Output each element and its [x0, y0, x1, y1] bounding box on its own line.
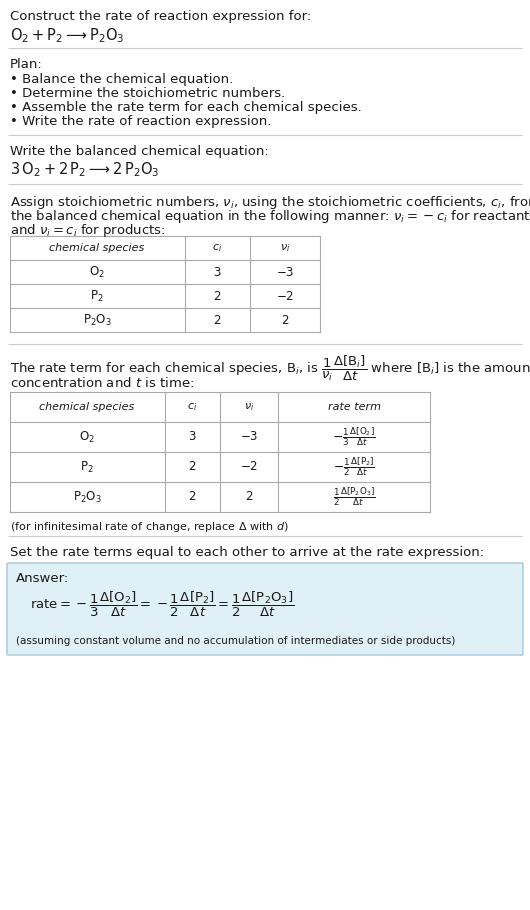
Text: Construct the rate of reaction expression for:: Construct the rate of reaction expressio…	[10, 10, 311, 23]
Text: $\mathrm{3\,O_2 + 2\,P_2 \longrightarrow 2\,P_2O_3}$: $\mathrm{3\,O_2 + 2\,P_2 \longrightarrow…	[10, 160, 160, 178]
Text: $-2$: $-2$	[240, 460, 258, 473]
Text: the balanced chemical equation in the following manner: $\nu_i = -c_i$ for react: the balanced chemical equation in the fo…	[10, 208, 530, 225]
Text: and $\nu_i = c_i$ for products:: and $\nu_i = c_i$ for products:	[10, 222, 165, 239]
Text: $\mathrm{P_2}$: $\mathrm{P_2}$	[90, 288, 104, 304]
Text: 3: 3	[188, 430, 196, 443]
Text: (assuming constant volume and no accumulation of intermediates or side products): (assuming constant volume and no accumul…	[16, 636, 455, 646]
Text: $\mathrm{P_2O_3}$: $\mathrm{P_2O_3}$	[83, 312, 111, 328]
Text: $\mathrm{P_2}$: $\mathrm{P_2}$	[80, 460, 94, 474]
Text: $\frac{1}{2}\frac{\Delta[\mathrm{P_2O_3}]}{\Delta t}$: $\frac{1}{2}\frac{\Delta[\mathrm{P_2O_3}…	[333, 486, 375, 509]
Text: Assign stoichiometric numbers, $\nu_i$, using the stoichiometric coefficients, $: Assign stoichiometric numbers, $\nu_i$, …	[10, 194, 530, 211]
Text: chemical species: chemical species	[49, 243, 145, 253]
Text: Plan:: Plan:	[10, 58, 43, 71]
Text: $c_i$: $c_i$	[212, 242, 222, 254]
Text: The rate term for each chemical species, $\mathrm{B}_i$, is $\dfrac{1}{\nu_i}\df: The rate term for each chemical species,…	[10, 354, 530, 383]
Text: $c_i$: $c_i$	[187, 401, 197, 413]
Text: 2: 2	[213, 289, 221, 302]
Text: • Balance the chemical equation.: • Balance the chemical equation.	[10, 73, 233, 86]
Text: Write the balanced chemical equation:: Write the balanced chemical equation:	[10, 145, 269, 158]
Text: 2: 2	[188, 460, 196, 473]
Text: • Write the rate of reaction expression.: • Write the rate of reaction expression.	[10, 115, 271, 128]
Text: $\mathrm{O_2 + P_2 \longrightarrow P_2O_3}$: $\mathrm{O_2 + P_2 \longrightarrow P_2O_…	[10, 26, 125, 45]
Text: • Assemble the rate term for each chemical species.: • Assemble the rate term for each chemic…	[10, 101, 362, 114]
Text: (for infinitesimal rate of change, replace $\Delta$ with $d$): (for infinitesimal rate of change, repla…	[10, 520, 289, 534]
Text: $-3$: $-3$	[276, 266, 294, 278]
Text: • Determine the stoichiometric numbers.: • Determine the stoichiometric numbers.	[10, 87, 285, 100]
Text: $\nu_i$: $\nu_i$	[244, 401, 254, 413]
Text: 2: 2	[245, 490, 253, 503]
Text: Set the rate terms equal to each other to arrive at the rate expression:: Set the rate terms equal to each other t…	[10, 546, 484, 559]
Text: $\mathrm{O_2}$: $\mathrm{O_2}$	[89, 265, 105, 279]
Text: 2: 2	[213, 314, 221, 327]
Text: $-\frac{1}{3}\frac{\Delta[\mathrm{O_2}]}{\Delta t}$: $-\frac{1}{3}\frac{\Delta[\mathrm{O_2}]}…	[332, 426, 376, 449]
Text: $\mathrm{P_2O_3}$: $\mathrm{P_2O_3}$	[73, 490, 101, 504]
Text: Answer:: Answer:	[16, 572, 69, 585]
Text: $\mathrm{rate} = -\dfrac{1}{3}\dfrac{\Delta[\mathrm{O_2}]}{\Delta t} = -\dfrac{1: $\mathrm{rate} = -\dfrac{1}{3}\dfrac{\De…	[30, 590, 294, 619]
Text: concentration and $t$ is time:: concentration and $t$ is time:	[10, 376, 194, 390]
Text: $-3$: $-3$	[240, 430, 258, 443]
Text: 2: 2	[281, 314, 289, 327]
Text: chemical species: chemical species	[39, 402, 135, 412]
Text: 3: 3	[213, 266, 220, 278]
Text: 2: 2	[188, 490, 196, 503]
Text: rate term: rate term	[328, 402, 381, 412]
Text: $\nu_i$: $\nu_i$	[280, 242, 290, 254]
FancyBboxPatch shape	[7, 563, 523, 655]
Text: $\mathrm{O_2}$: $\mathrm{O_2}$	[79, 430, 95, 445]
Text: $-2$: $-2$	[276, 289, 294, 302]
Text: $-\frac{1}{2}\frac{\Delta[\mathrm{P_2}]}{\Delta t}$: $-\frac{1}{2}\frac{\Delta[\mathrm{P_2}]}…	[333, 456, 375, 479]
